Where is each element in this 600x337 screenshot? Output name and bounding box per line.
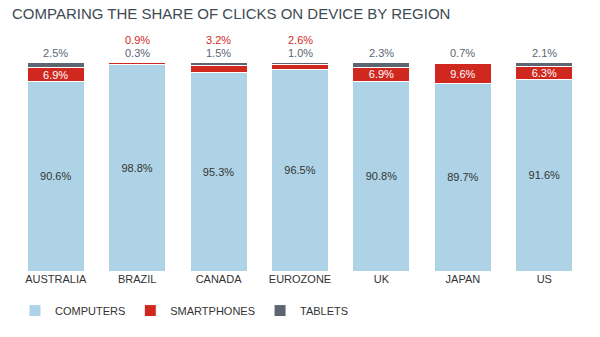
svg-text:90.6%: 90.6% [40,170,71,182]
svg-text:COMPUTERS: COMPUTERS [55,305,125,317]
svg-text:6.3%: 6.3% [532,67,557,79]
svg-text:9.6%: 9.6% [450,68,475,80]
svg-text:89.7%: 89.7% [447,171,478,183]
svg-text:US: US [537,273,552,285]
svg-text:COMPARING THE SHARE OF CLICKS: COMPARING THE SHARE OF CLICKS ON DEVICE … [12,5,450,22]
svg-text:EUROZONE: EUROZONE [269,273,331,285]
svg-text:TABLETS: TABLETS [300,305,348,317]
svg-text:91.6%: 91.6% [529,169,560,181]
svg-text:95.3%: 95.3% [203,166,234,178]
svg-text:JAPAN: JAPAN [446,273,481,285]
svg-text:1.5%: 1.5% [206,47,231,59]
svg-text:0.3%: 0.3% [125,47,150,59]
svg-text:96.5%: 96.5% [284,164,315,176]
svg-text:98.8%: 98.8% [121,162,152,174]
svg-text:2.6%: 2.6% [288,34,313,46]
svg-text:0.9%: 0.9% [125,34,150,46]
svg-text:CANADA: CANADA [196,273,243,285]
svg-text:BRAZIL: BRAZIL [118,273,157,285]
svg-text:UK: UK [374,273,390,285]
svg-text:2.3%: 2.3% [369,47,394,59]
svg-text:AUSTRALIA: AUSTRALIA [25,273,87,285]
svg-text:2.5%: 2.5% [43,47,68,59]
svg-text:6.9%: 6.9% [369,68,394,80]
svg-text:2.1%: 2.1% [532,47,557,59]
svg-text:6.9%: 6.9% [43,69,68,81]
svg-text:1.0%: 1.0% [288,47,313,59]
svg-text:90.8%: 90.8% [366,170,397,182]
svg-text:SMARTPHONES: SMARTPHONES [170,305,255,317]
svg-text:3.2%: 3.2% [206,34,231,46]
svg-text:0.7%: 0.7% [450,47,475,59]
